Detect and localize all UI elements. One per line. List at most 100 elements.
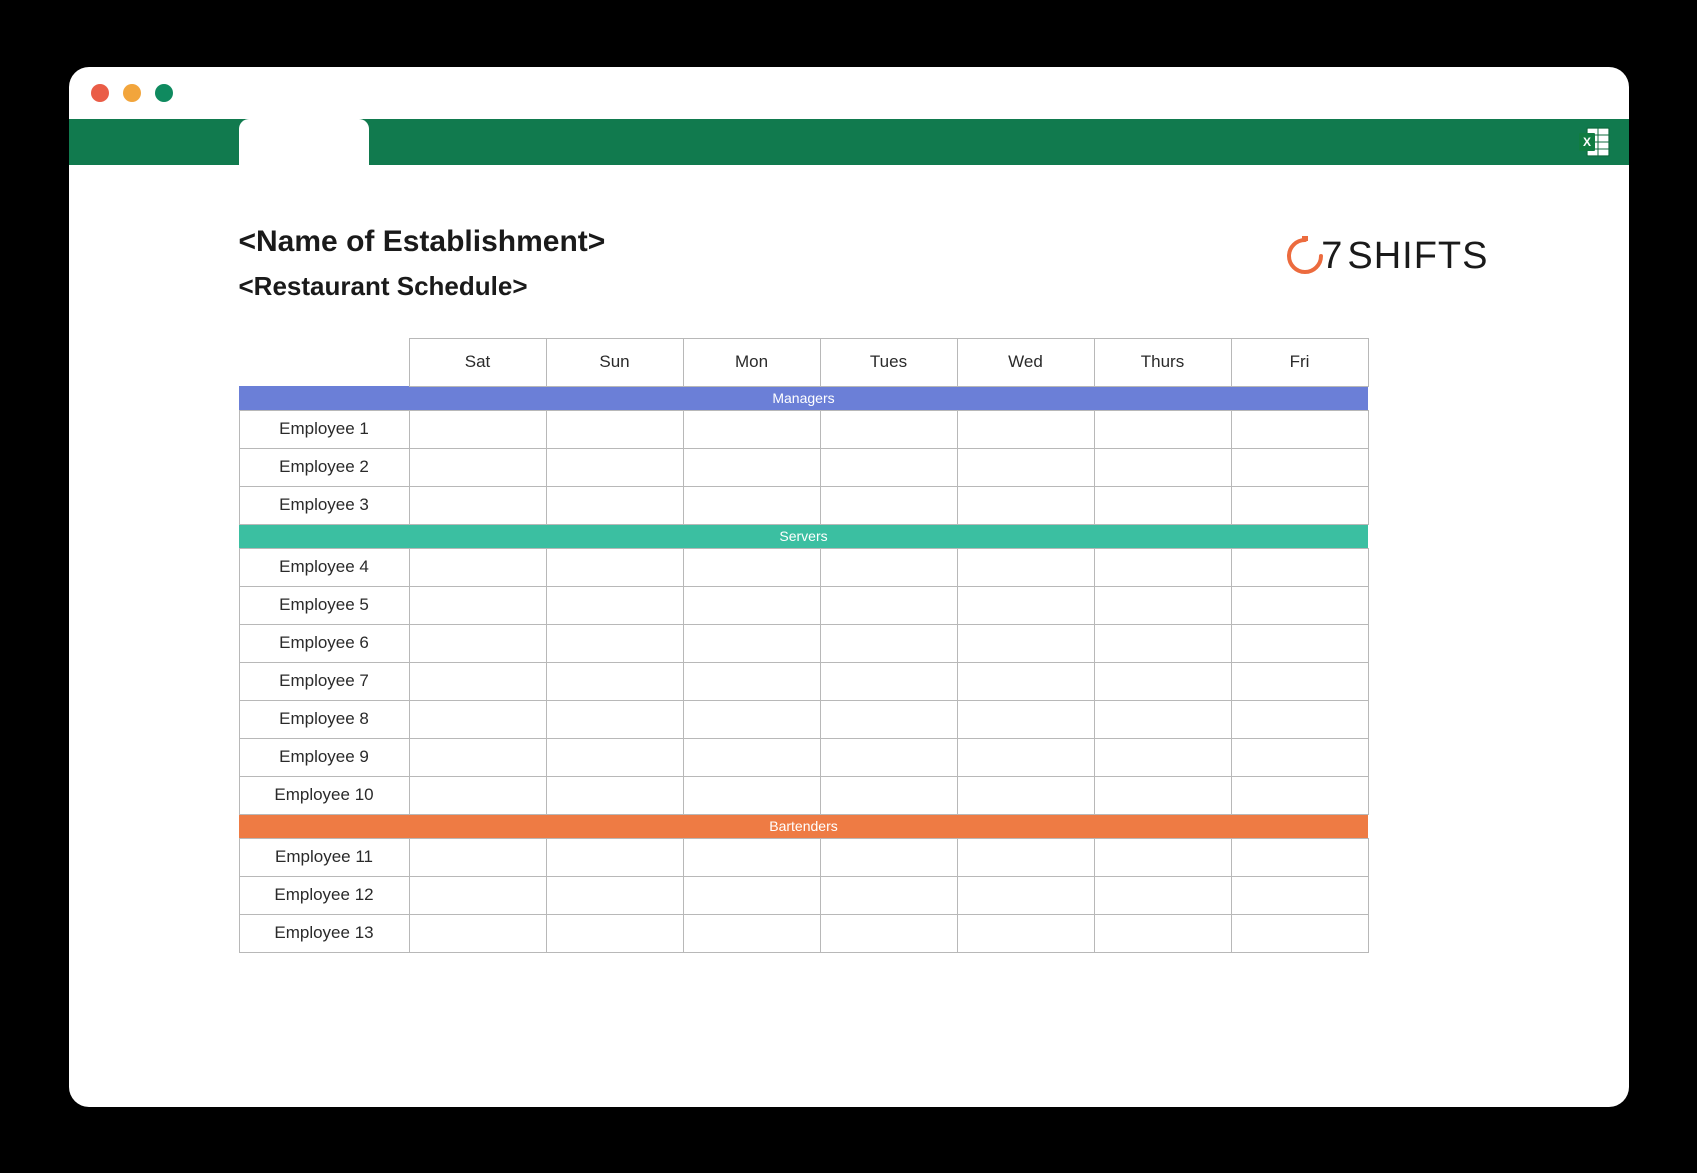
schedule-cell[interactable] (1231, 586, 1368, 624)
schedule-cell[interactable] (820, 448, 957, 486)
schedule-cell[interactable] (1094, 738, 1231, 776)
schedule-cell[interactable] (683, 486, 820, 524)
header-day[interactable]: Sun (546, 338, 683, 386)
schedule-cell[interactable] (820, 914, 957, 952)
schedule-cell[interactable] (820, 776, 957, 814)
schedule-cell[interactable] (1094, 662, 1231, 700)
schedule-cell[interactable] (957, 738, 1094, 776)
schedule-cell[interactable] (820, 738, 957, 776)
schedule-cell[interactable] (683, 662, 820, 700)
schedule-cell[interactable] (957, 662, 1094, 700)
schedule-cell[interactable] (1231, 876, 1368, 914)
schedule-cell[interactable] (409, 662, 546, 700)
schedule-cell[interactable] (820, 700, 957, 738)
schedule-cell[interactable] (409, 448, 546, 486)
employee-name-cell[interactable]: Employee 10 (239, 776, 409, 814)
schedule-cell[interactable] (1231, 448, 1368, 486)
schedule-cell[interactable] (1094, 876, 1231, 914)
schedule-cell[interactable] (1094, 624, 1231, 662)
schedule-cell[interactable] (820, 876, 957, 914)
schedule-cell[interactable] (820, 486, 957, 524)
employee-name-cell[interactable]: Employee 8 (239, 700, 409, 738)
schedule-cell[interactable] (409, 410, 546, 448)
schedule-cell[interactable] (683, 876, 820, 914)
schedule-cell[interactable] (546, 914, 683, 952)
schedule-cell[interactable] (1231, 738, 1368, 776)
schedule-cell[interactable] (546, 662, 683, 700)
schedule-cell[interactable] (1231, 486, 1368, 524)
schedule-cell[interactable] (683, 624, 820, 662)
schedule-cell[interactable] (546, 700, 683, 738)
employee-name-cell[interactable]: Employee 1 (239, 410, 409, 448)
employee-name-cell[interactable]: Employee 3 (239, 486, 409, 524)
schedule-cell[interactable] (683, 448, 820, 486)
schedule-cell[interactable] (546, 548, 683, 586)
schedule-cell[interactable] (1094, 586, 1231, 624)
schedule-cell[interactable] (1231, 776, 1368, 814)
schedule-cell[interactable] (957, 410, 1094, 448)
zoom-dot[interactable] (155, 84, 173, 102)
schedule-cell[interactable] (409, 700, 546, 738)
schedule-cell[interactable] (1094, 448, 1231, 486)
schedule-cell[interactable] (1231, 914, 1368, 952)
schedule-cell[interactable] (957, 914, 1094, 952)
schedule-cell[interactable] (1094, 410, 1231, 448)
employee-name-cell[interactable]: Employee 9 (239, 738, 409, 776)
schedule-cell[interactable] (546, 876, 683, 914)
schedule-cell[interactable] (409, 838, 546, 876)
schedule-cell[interactable] (957, 876, 1094, 914)
schedule-cell[interactable] (820, 586, 957, 624)
minimize-dot[interactable] (123, 84, 141, 102)
schedule-cell[interactable] (1094, 776, 1231, 814)
close-dot[interactable] (91, 84, 109, 102)
schedule-cell[interactable] (409, 876, 546, 914)
employee-name-cell[interactable]: Employee 7 (239, 662, 409, 700)
employee-name-cell[interactable]: Employee 2 (239, 448, 409, 486)
schedule-cell[interactable] (546, 586, 683, 624)
schedule-cell[interactable] (1231, 662, 1368, 700)
schedule-cell[interactable] (683, 586, 820, 624)
schedule-cell[interactable] (683, 776, 820, 814)
schedule-cell[interactable] (409, 548, 546, 586)
schedule-cell[interactable] (1231, 838, 1368, 876)
schedule-cell[interactable] (957, 776, 1094, 814)
active-ribbon-tab[interactable] (239, 119, 369, 165)
employee-name-cell[interactable]: Employee 6 (239, 624, 409, 662)
schedule-cell[interactable] (957, 586, 1094, 624)
schedule-cell[interactable] (546, 624, 683, 662)
schedule-cell[interactable] (683, 410, 820, 448)
schedule-cell[interactable] (546, 776, 683, 814)
header-day[interactable]: Tues (820, 338, 957, 386)
schedule-cell[interactable] (957, 838, 1094, 876)
schedule-cell[interactable] (683, 700, 820, 738)
schedule-cell[interactable] (683, 914, 820, 952)
schedule-cell[interactable] (820, 662, 957, 700)
schedule-cell[interactable] (1094, 700, 1231, 738)
schedule-cell[interactable] (546, 448, 683, 486)
schedule-cell[interactable] (546, 838, 683, 876)
header-day[interactable]: Mon (683, 338, 820, 386)
schedule-cell[interactable] (546, 410, 683, 448)
schedule-cell[interactable] (1231, 624, 1368, 662)
schedule-cell[interactable] (957, 448, 1094, 486)
header-day[interactable]: Wed (957, 338, 1094, 386)
schedule-cell[interactable] (409, 914, 546, 952)
employee-name-cell[interactable]: Employee 5 (239, 586, 409, 624)
schedule-cell[interactable] (683, 838, 820, 876)
schedule-cell[interactable] (1094, 838, 1231, 876)
schedule-cell[interactable] (409, 586, 546, 624)
schedule-cell[interactable] (1231, 548, 1368, 586)
schedule-cell[interactable] (1231, 410, 1368, 448)
schedule-cell[interactable] (957, 624, 1094, 662)
schedule-cell[interactable] (683, 548, 820, 586)
header-day[interactable]: Fri (1231, 338, 1368, 386)
schedule-cell[interactable] (957, 700, 1094, 738)
header-day[interactable]: Thurs (1094, 338, 1231, 386)
schedule-cell[interactable] (820, 548, 957, 586)
schedule-cell[interactable] (957, 486, 1094, 524)
schedule-cell[interactable] (409, 738, 546, 776)
schedule-cell[interactable] (1094, 486, 1231, 524)
schedule-cell[interactable] (1231, 700, 1368, 738)
schedule-cell[interactable] (409, 776, 546, 814)
schedule-cell[interactable] (683, 738, 820, 776)
